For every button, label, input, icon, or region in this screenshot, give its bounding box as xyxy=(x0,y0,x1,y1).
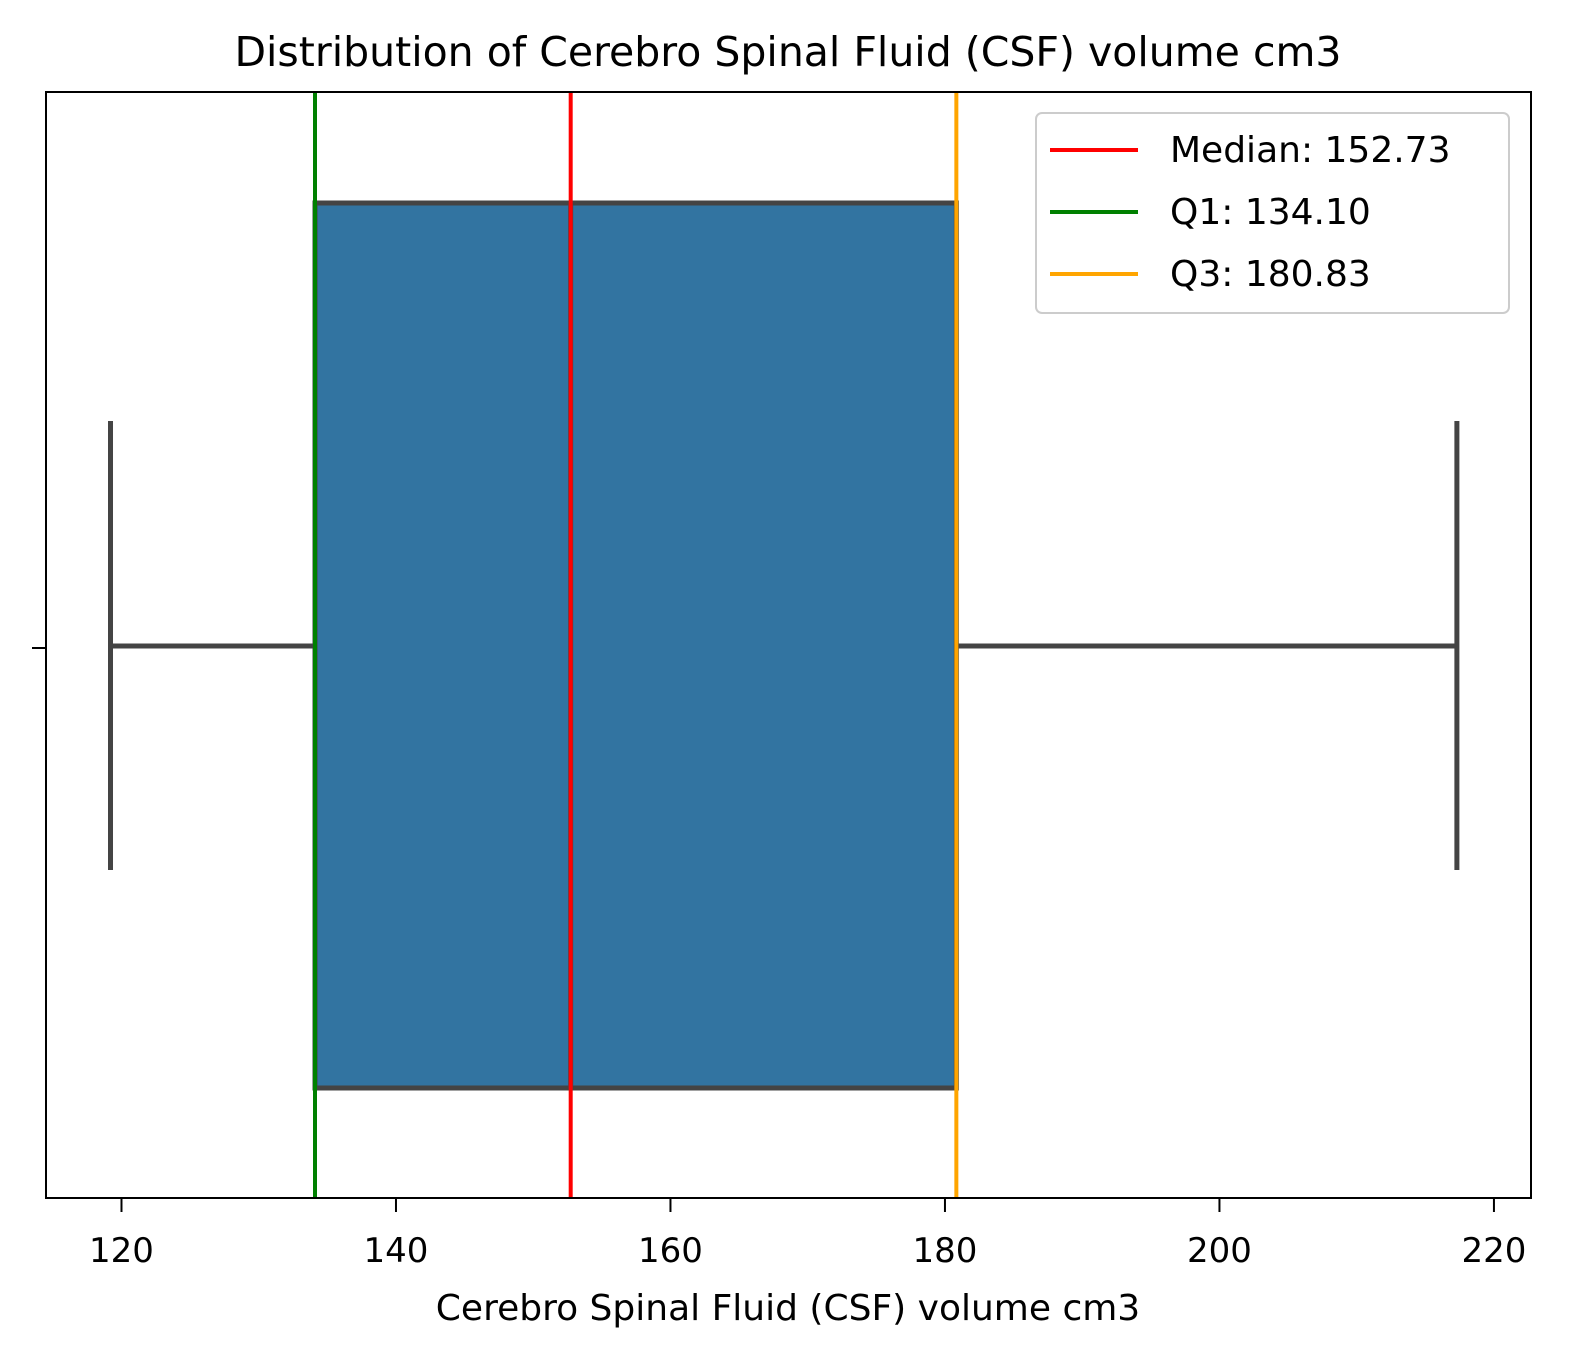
x-axis-label: Cerebro Spinal Fluid (CSF) volume cm3 xyxy=(436,1288,1140,1329)
x-axis-tick-label: 180 xyxy=(913,1231,978,1271)
x-axis-tick-label: 120 xyxy=(89,1231,154,1271)
plot-area xyxy=(108,92,1460,1198)
legend-entry-q1: Q1: 134.10 xyxy=(1050,192,1371,233)
iqr-box xyxy=(312,200,959,1091)
x-axis: 120 140 160 180 200 220 xyxy=(89,1198,1526,1271)
legend-label: Median: 152.73 xyxy=(1170,130,1450,171)
legend-label: Q3: 180.83 xyxy=(1170,254,1371,295)
x-axis-tick-label: 200 xyxy=(1187,1231,1252,1271)
legend-label: Q1: 134.10 xyxy=(1170,192,1371,233)
x-axis-tick-label: 160 xyxy=(638,1231,703,1271)
legend-entry-q3: Q3: 180.83 xyxy=(1050,254,1371,295)
chart-title: Distribution of Cerebro Spinal Fluid (CS… xyxy=(234,28,1341,76)
x-axis-tick-label: 220 xyxy=(1461,1231,1526,1271)
legend-entry-median: Median: 152.73 xyxy=(1050,130,1450,171)
axes-frame xyxy=(45,91,1532,1199)
x-axis-tick-label: 140 xyxy=(364,1231,429,1271)
legend-frame xyxy=(1035,112,1510,314)
legend: Median: 152.73 Q1: 134.10 Q3: 180.83 xyxy=(1035,112,1510,314)
